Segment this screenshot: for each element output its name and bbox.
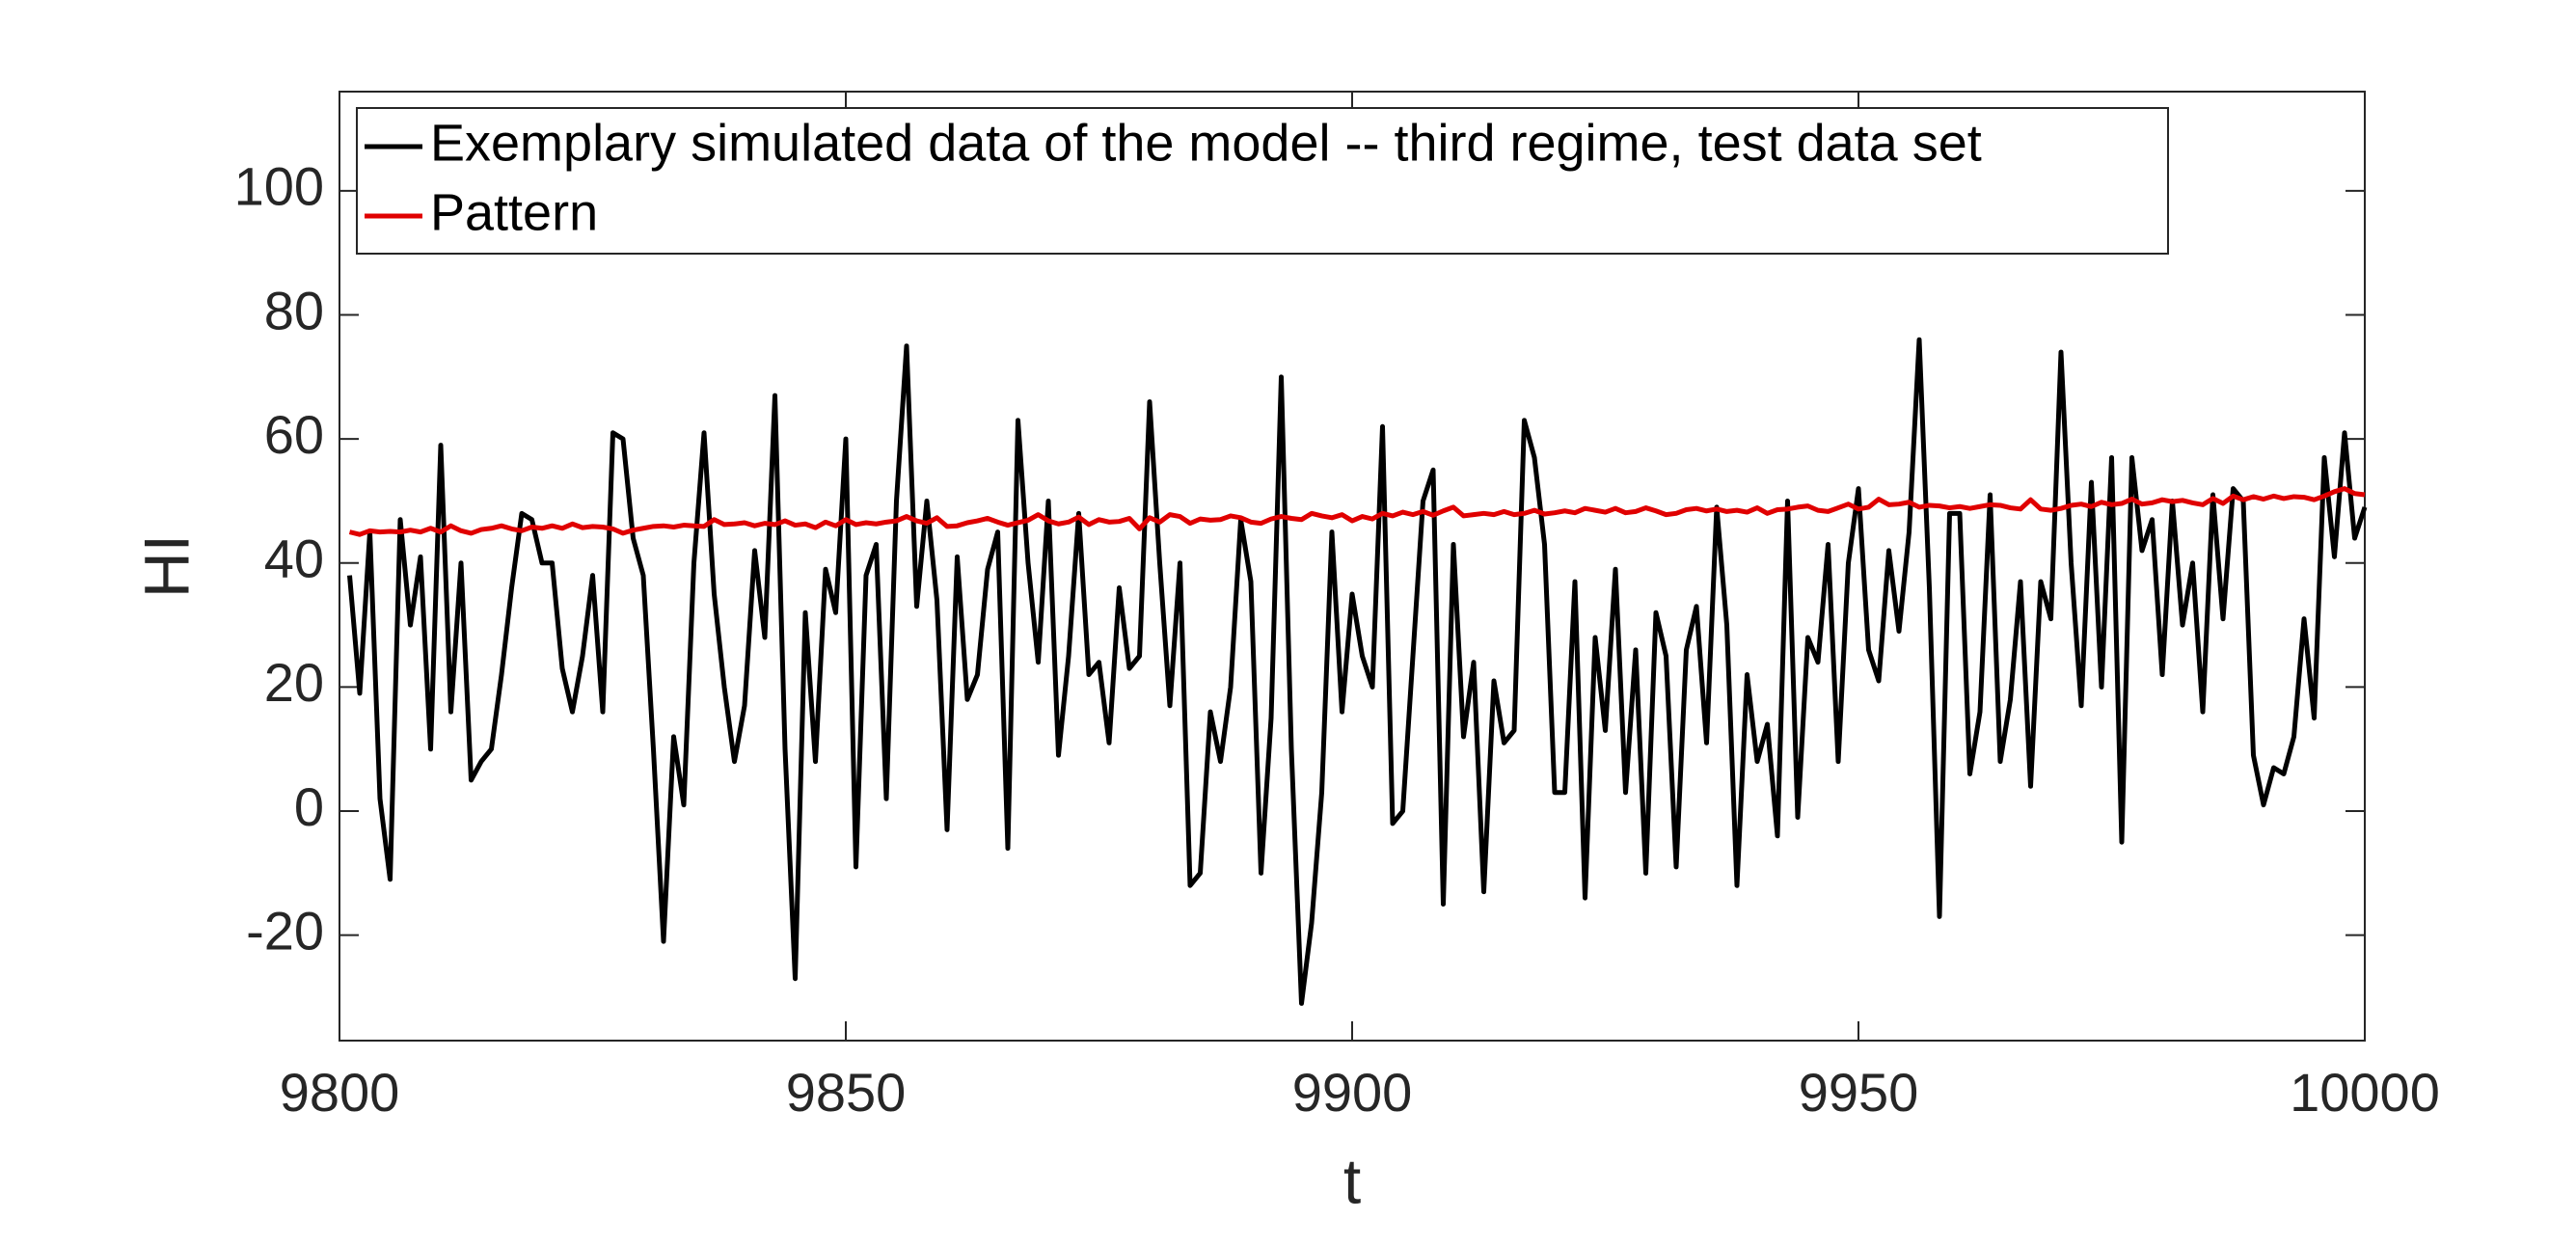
- y-axis-label: HI: [130, 534, 202, 598]
- x-tick-label: 10000: [2290, 1062, 2440, 1123]
- data-line: [348, 486, 2366, 537]
- y-tick-label: 0: [294, 776, 324, 837]
- legend-label: Exemplary simulated data of the model --…: [430, 114, 1982, 172]
- y-tick-label: 20: [264, 652, 324, 713]
- x-tick-label: 9900: [1292, 1062, 1413, 1123]
- x-axis-label: t: [1343, 1145, 1361, 1216]
- y-tick-label: 80: [264, 280, 324, 340]
- y-tick-label: 100: [234, 156, 324, 217]
- y-tick-label: -20: [246, 900, 324, 961]
- x-tick-label: 9850: [786, 1062, 907, 1123]
- x-tick-label: 9950: [1799, 1062, 1919, 1123]
- legend-label: Pattern: [430, 183, 598, 241]
- y-tick-label: 40: [264, 529, 324, 589]
- y-tick-label: 60: [264, 404, 324, 465]
- legend-box: [356, 107, 2169, 255]
- x-tick-label: 9800: [280, 1062, 400, 1123]
- data-line: [347, 337, 2368, 1006]
